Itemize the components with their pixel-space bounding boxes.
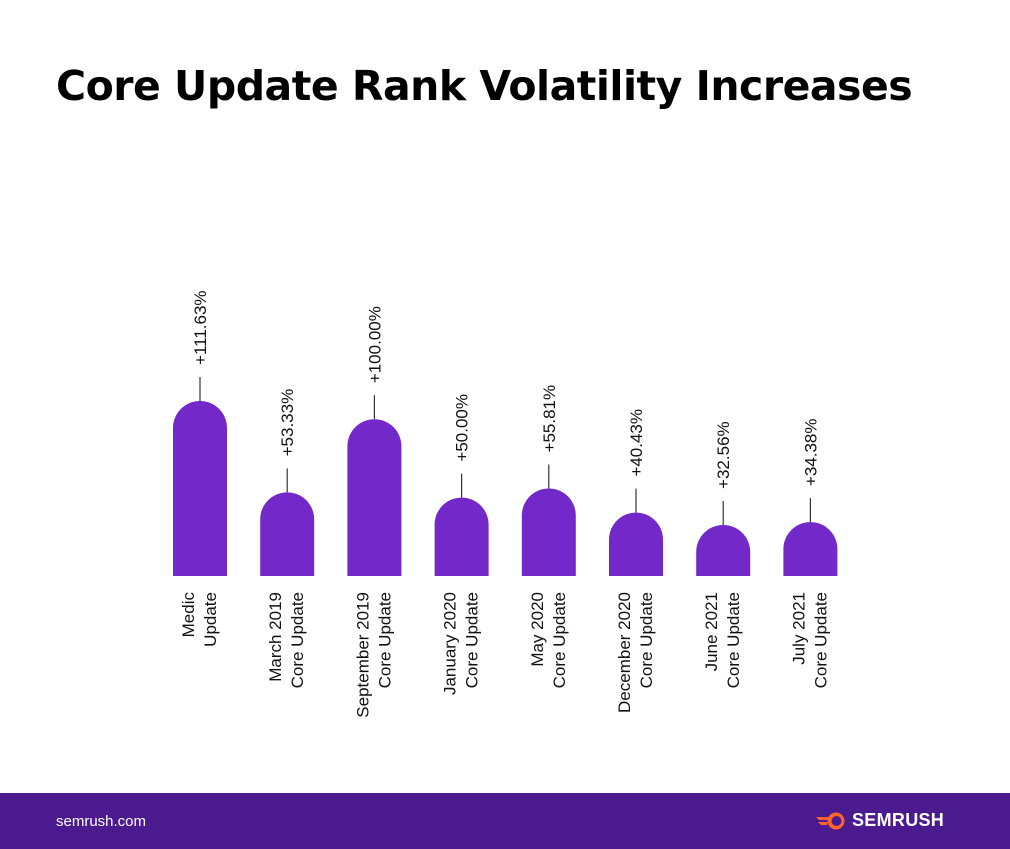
category-label: June 2021 — [702, 592, 721, 671]
data-label: +32.56% — [714, 421, 733, 489]
site-url[interactable]: semrush.com — [56, 813, 147, 830]
bar — [521, 488, 576, 576]
category-label: Core Update — [550, 592, 569, 688]
semrush-fireball-icon — [816, 812, 845, 829]
data-label: +34.38% — [801, 418, 820, 486]
category-label: Update — [201, 592, 220, 647]
category-label: March 2019 — [266, 592, 285, 682]
category-label: Core Update — [811, 592, 830, 688]
data-label: +40.43% — [627, 409, 646, 477]
category-label: Core Update — [637, 592, 656, 688]
data-label: +111.63% — [191, 290, 210, 365]
bar — [173, 400, 227, 576]
data-label: +55.81% — [540, 385, 559, 453]
category-label: January 2020 — [441, 592, 460, 695]
chart-title: Core Update Rank Volatility Increases — [56, 62, 913, 110]
data-label: +50.00% — [453, 394, 472, 462]
category-label: September 2019 — [353, 592, 372, 718]
category-label: Medic — [179, 592, 198, 638]
bar — [609, 512, 663, 576]
bar — [347, 419, 402, 576]
category-label: Core Update — [375, 592, 394, 688]
category-label: Core Update — [463, 592, 482, 688]
bar — [434, 497, 489, 576]
footer: semrush.com SEMRUSH — [0, 793, 1010, 849]
bar — [783, 522, 838, 576]
category-label: July 2021 — [789, 592, 808, 665]
category-label: May 2020 — [528, 592, 547, 667]
category-label: Core Update — [288, 592, 307, 688]
bar-chart: +111.63%Medic Update+53.33%March 2019 Core… — [173, 290, 838, 718]
category-label: December 2020 — [615, 592, 634, 713]
data-label: +100.00% — [365, 306, 384, 383]
data-label: +53.33% — [278, 389, 297, 457]
brand-name: SEMRUSH — [852, 810, 945, 830]
category-label: Core Update — [724, 592, 743, 688]
bar — [696, 524, 751, 576]
semrush-logo: SEMRUSH — [816, 810, 944, 831]
bar — [260, 492, 315, 576]
